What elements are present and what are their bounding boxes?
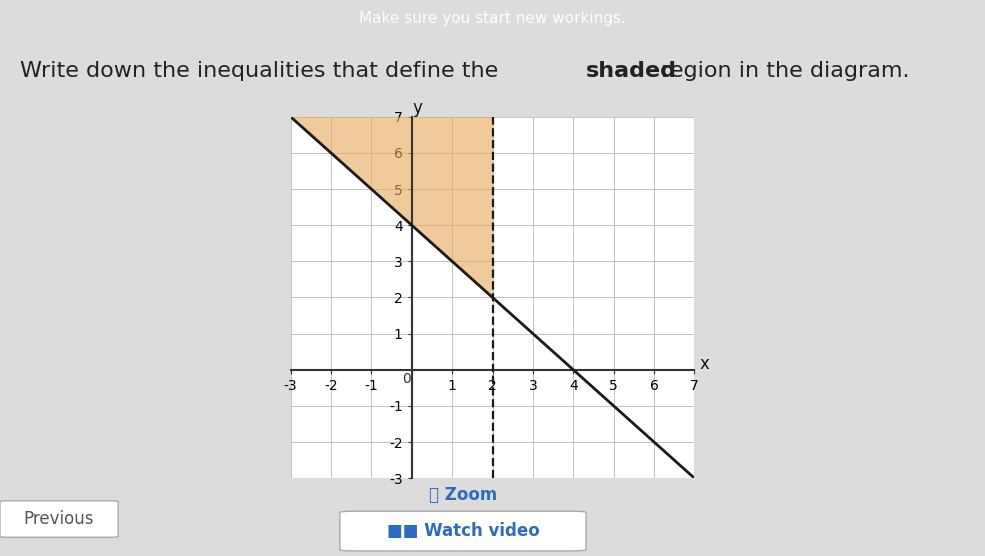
Text: Write down the inequalities that define the: Write down the inequalities that define … <box>20 61 505 81</box>
Text: y: y <box>413 99 423 117</box>
Text: shaded: shaded <box>586 61 677 81</box>
FancyBboxPatch shape <box>0 501 118 537</box>
Text: Make sure you start new workings.: Make sure you start new workings. <box>360 11 625 26</box>
FancyBboxPatch shape <box>340 512 586 551</box>
Text: ■■ Watch video: ■■ Watch video <box>386 522 540 540</box>
Text: 0: 0 <box>403 372 412 386</box>
Polygon shape <box>291 117 492 297</box>
Text: 🔍 Zoom: 🔍 Zoom <box>428 486 497 504</box>
Text: Previous: Previous <box>24 510 95 528</box>
Text: x: x <box>699 355 709 373</box>
Text: region in the diagram.: region in the diagram. <box>654 61 909 81</box>
